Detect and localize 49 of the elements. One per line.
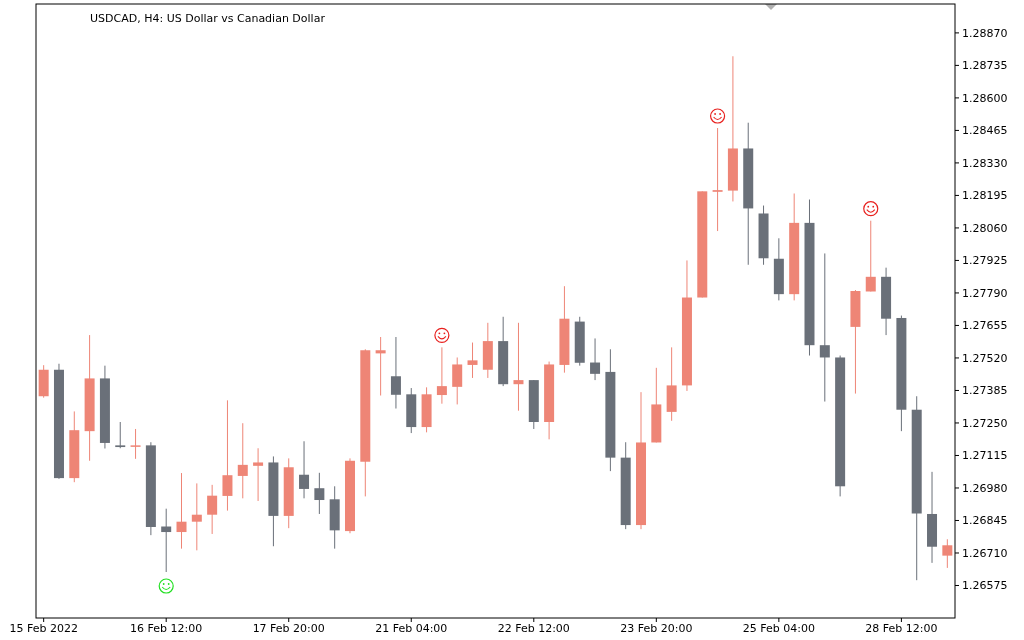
y-tick-label: 1.26575: [962, 579, 1008, 593]
x-tick-label: 17 Feb 20:00: [252, 622, 325, 635]
y-tick-label: 1.26845: [962, 514, 1008, 528]
candlestick: [390, 336, 401, 410]
candlestick: [176, 472, 187, 550]
y-tick-label: 1.26980: [962, 481, 1008, 495]
candlestick: [436, 346, 447, 405]
x-tick-label: 23 Feb 20:00: [620, 622, 693, 635]
x-tick-label: 16 Feb 12:00: [130, 622, 203, 635]
y-tick-label: 1.28465: [962, 124, 1008, 138]
candlestick: [819, 252, 830, 403]
y-tick-label: 1.28735: [962, 59, 1008, 73]
y-tick-label: 1.28870: [962, 26, 1008, 40]
y-tick-label: 1.27520: [962, 351, 1008, 365]
y-tick-label: 1.27925: [962, 254, 1008, 268]
y-tick-label: 1.27790: [962, 286, 1008, 300]
candlestick: [314, 472, 325, 515]
x-tick-label: 21 Feb 04:00: [375, 622, 448, 635]
y-tick-label: 1.28060: [962, 221, 1008, 235]
candlestick: [375, 336, 386, 397]
y-tick-label: 1.27655: [962, 319, 1008, 333]
candlestick: [299, 440, 310, 499]
candlestick: [513, 322, 524, 412]
candlestick: [130, 428, 141, 460]
y-tick-label: 1.27250: [962, 416, 1008, 430]
candlestick: [207, 484, 218, 535]
y-tick-label: 1.27385: [962, 384, 1008, 398]
candlestick: [942, 538, 953, 569]
y-tick-label: 1.28330: [962, 156, 1008, 170]
y-tick-label: 1.27115: [962, 449, 1008, 463]
x-tick-label: 25 Feb 04:00: [742, 622, 815, 635]
candlestick: [865, 220, 876, 292]
candlestick: [590, 337, 601, 381]
candlestick: [222, 399, 233, 512]
y-tick-label: 1.26710: [962, 546, 1008, 560]
x-tick-label: 22 Feb 12:00: [497, 622, 570, 635]
text: USDCAD, H4: US Dollar vs Canadian Dollar: [90, 12, 326, 25]
y-tick-label: 1.28195: [962, 189, 1008, 203]
candlestick: [191, 482, 202, 551]
candlestick: [161, 508, 172, 573]
x-tick-label: 15 Feb 2022: [9, 622, 78, 635]
candlestick: [452, 356, 463, 405]
candlestick: [467, 342, 478, 379]
candlestick: [237, 422, 248, 499]
candlestick: [115, 421, 126, 449]
candlestick: [253, 447, 264, 502]
candlestick: [712, 127, 723, 232]
x-tick-label: 28 Feb 12:00: [865, 622, 938, 635]
y-tick-label: 1.28600: [962, 91, 1008, 105]
